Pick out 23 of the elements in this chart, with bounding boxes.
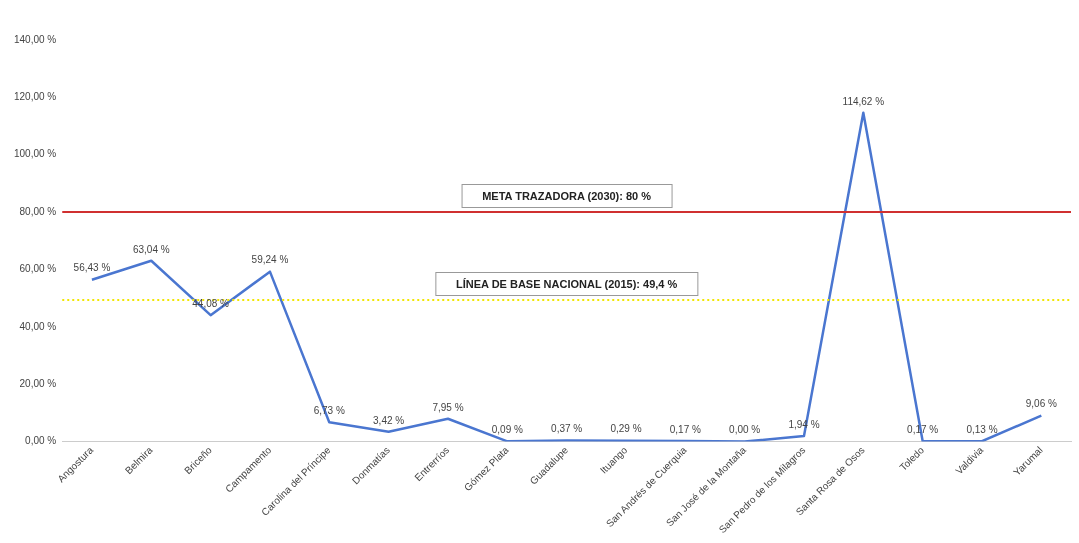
y-tick-label: 140,00 % [13,33,57,45]
data-label: 0,29 % [610,423,642,435]
data-label: 0,13 % [966,423,998,435]
data-label: 3,42 % [373,414,405,426]
data-label: 59,24 % [251,254,289,266]
data-label: 9,06 % [1025,398,1057,410]
y-tick-label: 60,00 % [19,263,57,275]
y-tick-label: 80,00 % [19,205,57,217]
y-tick-label: 120,00 % [13,91,57,103]
y-tick-label: 40,00 % [19,320,57,332]
data-label: 0,17 % [669,423,701,435]
y-tick-label: 100,00 % [13,148,57,160]
data-label: 0,37 % [551,423,583,435]
data-label: 63,04 % [132,243,170,255]
ref-line-label: META TRAZADORA (2030): 80 % [461,184,673,209]
y-tick-label: 0,00 % [25,435,57,447]
data-label: 0,09 % [491,424,523,436]
y-tick-label: 20,00 % [19,377,57,389]
data-label: 114,62 % [842,95,885,107]
data-label: 0,00 % [729,424,761,436]
data-label: 7,95 % [432,401,464,413]
data-label: 56,43 % [73,262,111,274]
ref-line-label: LÍNEA DE BASE NACIONAL (2015): 49,4 % [434,271,699,296]
